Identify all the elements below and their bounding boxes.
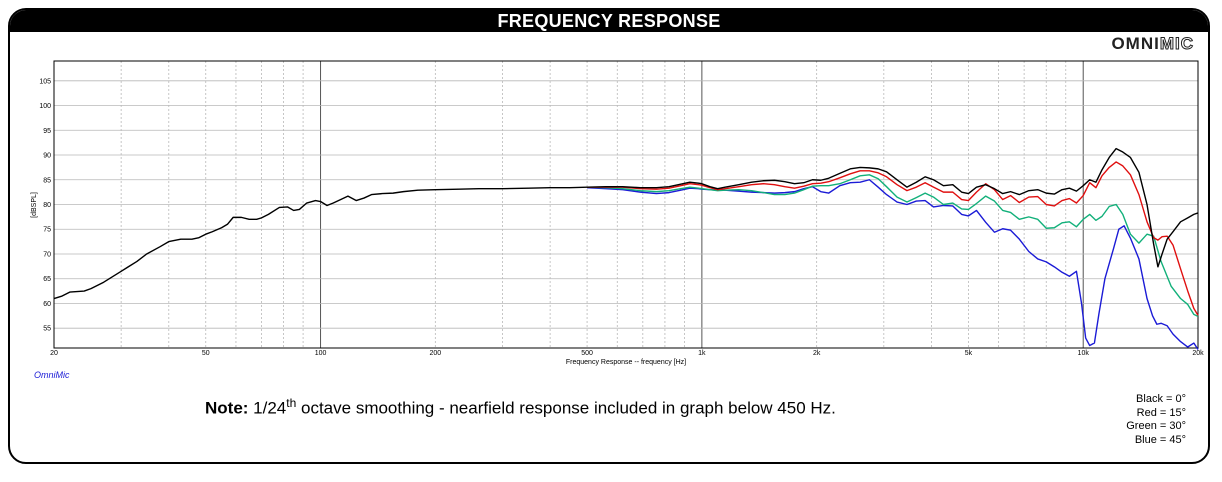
y-tick-label: 100: [39, 103, 51, 110]
smoothing-note: Note: 1/24th octave smoothing - nearfiel…: [205, 396, 836, 419]
note-pre: 1/24: [248, 398, 287, 418]
series-line-green: [587, 174, 1199, 317]
note-sup: th: [286, 396, 297, 410]
note-bold: Note:: [205, 398, 249, 418]
x-tick-label: 500: [581, 350, 593, 357]
series-line-red: [587, 161, 1199, 316]
grid: [54, 61, 1198, 348]
legend: Black = 0° Red = 15° Green = 30° Blue = …: [1126, 393, 1186, 447]
y-tick-label: 80: [43, 202, 51, 209]
logo-part2: MIC: [1159, 34, 1194, 54]
software-credit: OmniMic: [34, 370, 70, 380]
x-axis-label: Frequency Response -- frequency [Hz]: [566, 359, 686, 366]
y-tick-label: 85: [43, 177, 51, 184]
x-tick-label: 20: [50, 350, 58, 357]
y-axis-label: [dBSPL]: [31, 192, 38, 218]
series-line-blue: [587, 179, 1199, 350]
y-tick-labels: 55 60 65 70 75 80 85 90 95 100 105: [39, 78, 51, 332]
x-tick-labels: 20 50 100 200 500 1k 2k 5k 10k 20k: [50, 350, 1204, 357]
legend-red: Red = 15°: [1136, 406, 1186, 419]
x-tick-label: 20k: [1192, 350, 1204, 357]
y-tick-label: 55: [43, 326, 51, 333]
legend-green: Green = 30°: [1126, 420, 1186, 432]
y-tick-label: 90: [43, 153, 51, 160]
y-tick-label: 60: [43, 301, 51, 308]
omnimic-logo: OMNIMIC: [1111, 34, 1194, 54]
y-tick-label: 75: [43, 227, 51, 234]
series-lines: [53, 147, 1199, 350]
x-tick-label: 200: [429, 350, 441, 357]
logo-part1: OMNI: [1111, 34, 1160, 53]
plot-border: [53, 60, 1199, 349]
y-tick-label: 105: [39, 78, 51, 85]
chart-title: FREQUENCY RESPONSE: [10, 10, 1208, 32]
y-tick-label: 70: [43, 251, 51, 258]
y-tick-label: 95: [43, 128, 51, 135]
note-post: octave smoothing - nearfield response in…: [296, 398, 836, 418]
x-tick-label: 10k: [1078, 350, 1090, 357]
x-tick-label: 5k: [965, 350, 973, 357]
x-tick-label: 1k: [698, 350, 706, 357]
x-tick-label: 100: [315, 350, 327, 357]
x-tick-label: 50: [202, 350, 210, 357]
chart-frame: FREQUENCY RESPONSE OMNIMIC: [8, 8, 1210, 464]
x-tick-label: 2k: [813, 350, 821, 357]
series-line-black: [53, 147, 1199, 300]
legend-blue: Blue = 45°: [1134, 433, 1186, 446]
legend-black: Black = 0°: [1136, 393, 1186, 405]
y-tick-label: 65: [43, 276, 51, 283]
